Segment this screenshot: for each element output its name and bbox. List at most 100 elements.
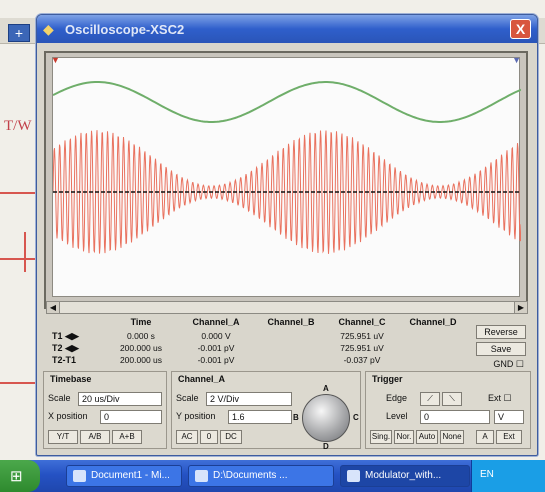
col-header-channel-a: Channel_A xyxy=(192,317,240,327)
falling-edge-icon[interactable]: ⟍ xyxy=(442,392,462,406)
channel-scale-label: Scale xyxy=(176,393,199,403)
mode-yt-button[interactable]: Y/T xyxy=(48,430,78,444)
trigger-none-button[interactable]: None xyxy=(440,430,464,444)
t2-channel-c: 725.951 uV xyxy=(340,343,384,353)
timebase-panel: Timebase Scale 20 us/Div X position 0 Y/… xyxy=(43,371,167,449)
taskbar-item-label: Modulator_with... xyxy=(365,470,442,481)
t1-channel-a: 0.000 V xyxy=(201,331,231,341)
scope-screen-frame: ▼ ▼ xyxy=(44,51,528,309)
channel-a-trace xyxy=(53,81,521,123)
mode-a-plus-b-button[interactable]: A+B xyxy=(112,430,142,444)
trigger-level-field[interactable]: 0 xyxy=(420,410,490,424)
t2-channel-a: -0.001 pV xyxy=(197,343,235,353)
knob-letter-c: C xyxy=(353,413,359,422)
t2-time: 200.000 us xyxy=(119,343,163,353)
coupling-ac-button[interactable]: AC xyxy=(176,430,198,444)
col-header-channel-c: Channel_C xyxy=(338,317,386,327)
coupling-dc-button[interactable]: DC xyxy=(220,430,242,444)
taskbar-item-label: D:\Documents ... xyxy=(213,470,288,481)
display-scrollbar[interactable]: ◀ ▶ xyxy=(46,301,528,314)
ground-label: GND xyxy=(493,359,514,369)
taskbar-item-documents-folder[interactable]: D:\Documents ... xyxy=(188,465,334,487)
trigger-ext-text: Ext xyxy=(488,393,502,403)
multisim-icon xyxy=(347,470,360,482)
coupling-zero-button[interactable]: 0 xyxy=(200,430,218,444)
start-button[interactable]: ⊞ xyxy=(0,460,40,492)
language-indicator[interactable]: EN xyxy=(480,469,494,480)
timebase-scale-field[interactable]: 20 us/Div xyxy=(78,392,162,406)
t2-t1-label: T2-T1 xyxy=(52,355,77,365)
timebase-xpos-field[interactable]: 0 xyxy=(100,410,162,424)
background-wire xyxy=(24,232,26,272)
background-wire xyxy=(0,258,40,260)
timebase-scale-row: Scale 20 us/Div xyxy=(48,392,164,406)
t2-t1-channel-c: -0.037 pV xyxy=(343,355,381,365)
trigger-edge-label: Edge xyxy=(386,393,408,403)
t2-t1-channel-a: -0.001 pV xyxy=(197,355,235,365)
trigger-level-unit[interactable]: V xyxy=(494,410,524,424)
channel-selector-knob[interactable]: A B C D xyxy=(293,384,359,451)
scroll-right-icon[interactable]: ▶ xyxy=(514,302,527,313)
t2-cursor-marker[interactable]: ▼ xyxy=(512,55,521,65)
mode-ab-button[interactable]: A/B xyxy=(80,430,110,444)
close-button[interactable]: X xyxy=(510,19,531,39)
channel-c-trace xyxy=(53,130,521,254)
trigger-source-ext-button[interactable]: Ext xyxy=(496,430,522,444)
t2-label: T2 xyxy=(52,343,63,353)
t2-t1-time: 200.000 us xyxy=(119,355,163,365)
trigger-edge-row: Edge ⟋ ⟍ Ext ☐ xyxy=(370,392,528,406)
taskbar-item-label: Document1 - Mi... xyxy=(91,470,170,481)
t1-cursor-marker[interactable]: ▼ xyxy=(51,55,60,65)
scope-display: ▼ ▼ xyxy=(51,55,521,297)
background-wire xyxy=(0,382,40,384)
channel-panel: Channel_A Scale 2 V/Div Y position 1.6 A… xyxy=(171,371,361,451)
background-toolbar-button[interactable]: + xyxy=(8,24,30,42)
timebase-title: Timebase xyxy=(50,374,92,384)
col-header-channel-d: Channel_D xyxy=(409,317,457,327)
window-title: Oscilloscope-XSC2 xyxy=(65,22,185,37)
timebase-scale-label: Scale xyxy=(48,393,71,403)
timebase-xpos-label: X position xyxy=(48,411,88,421)
col-header-time: Time xyxy=(130,317,152,327)
window-titlebar[interactable]: ◆ Oscilloscope-XSC2 X xyxy=(37,15,537,43)
windows-logo-icon: ⊞ xyxy=(10,468,23,485)
oscilloscope-window: ◆ Oscilloscope-XSC2 X ▼ ▼ ◀ ▶ Time Chann… xyxy=(36,14,538,456)
scroll-left-icon[interactable]: ◀ xyxy=(47,302,60,313)
channel-scale-row: Scale 2 V/Div xyxy=(176,392,296,406)
trigger-single-button[interactable]: Sing. xyxy=(370,430,392,444)
cursor-readout: Time Channel_A Channel_B Channel_C Chann… xyxy=(44,317,532,369)
trigger-source-a-button[interactable]: A xyxy=(476,430,494,444)
taskbar-item-modulator[interactable]: Modulator_with... xyxy=(340,465,470,487)
reverse-button[interactable]: Reverse xyxy=(476,325,526,339)
background-circuit-label: T/W xyxy=(4,118,32,134)
t1-row-label[interactable]: T1 ◀▶ xyxy=(52,331,79,341)
waveform-plot xyxy=(53,81,521,254)
trigger-level-row: Level 0 V xyxy=(370,410,528,424)
trigger-panel: Trigger Edge ⟋ ⟍ Ext ☐ Level 0 V Sing. N… xyxy=(365,371,531,449)
oscilloscope-app-icon: ◆ xyxy=(43,21,54,37)
save-button[interactable]: Save xyxy=(476,342,526,356)
background-wire xyxy=(0,192,40,194)
t1-label: T1 xyxy=(52,331,63,341)
trigger-normal-button[interactable]: Nor. xyxy=(394,430,414,444)
word-document-icon xyxy=(73,470,86,482)
rising-edge-icon[interactable]: ⟋ xyxy=(420,392,440,406)
trigger-auto-button[interactable]: Auto xyxy=(416,430,438,444)
trigger-title: Trigger xyxy=(372,374,403,384)
channel-scale-field[interactable]: 2 V/Div xyxy=(206,392,292,406)
channel-ypos-field[interactable]: 1.6 xyxy=(228,410,292,424)
t1-channel-c: 725.951 uV xyxy=(340,331,384,341)
t2-t1-row-label: T2-T1 xyxy=(52,355,76,365)
knob-letter-a: A xyxy=(323,384,329,393)
system-tray: EN xyxy=(471,460,545,492)
knob-letter-b: B xyxy=(293,413,299,422)
t2-row-label[interactable]: T2 ◀▶ xyxy=(52,343,79,353)
col-header-channel-b: Channel_B xyxy=(267,317,315,327)
timebase-xpos-row: X position 0 xyxy=(48,410,164,424)
channel-ypos-label: Y position xyxy=(176,411,216,421)
t1-time: 0.000 s xyxy=(127,331,155,341)
ground-toggle[interactable]: GND ☐ xyxy=(493,359,524,369)
channel-title: Channel_A xyxy=(178,374,226,384)
taskbar-item-document1[interactable]: Document1 - Mi... xyxy=(66,465,182,487)
trigger-ext-label: Ext ☐ xyxy=(488,393,512,403)
